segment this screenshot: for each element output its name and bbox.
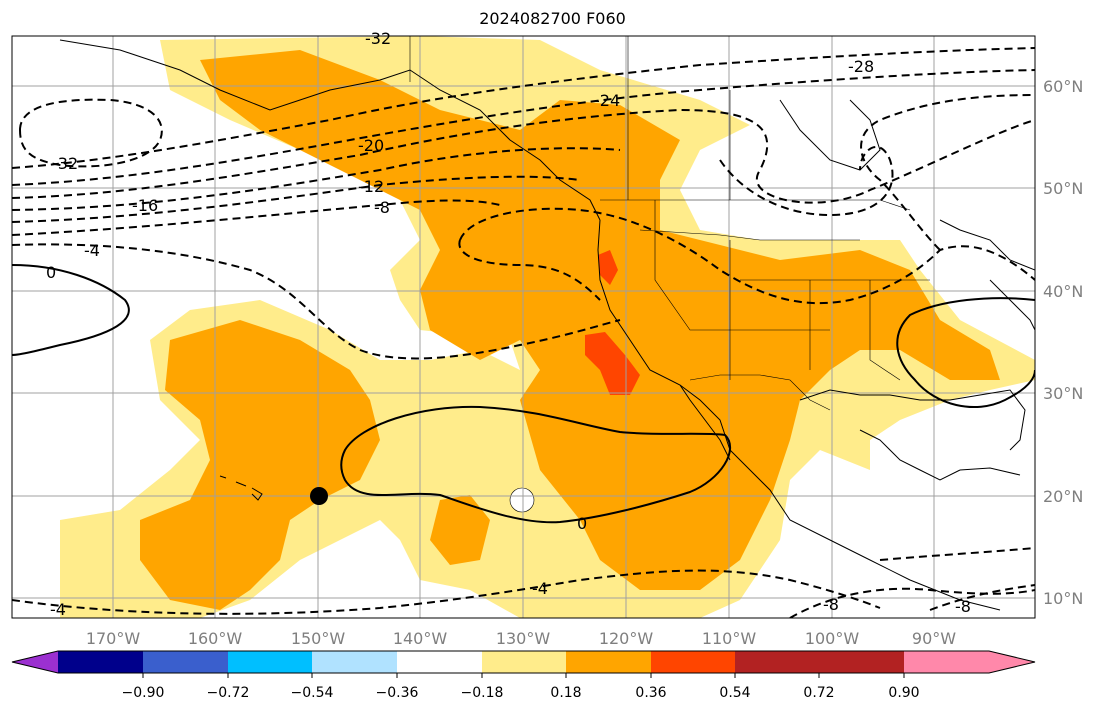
colorbar-segment bbox=[566, 651, 651, 673]
border-states-2 bbox=[654, 200, 830, 331]
shade-hole bbox=[509, 487, 535, 513]
colorbar: −0.90 −0.72 −0.54 −0.36 −0.18 0.18 0.36 … bbox=[11, 650, 1036, 701]
border-states-1 bbox=[639, 229, 860, 241]
contour-label: -16 bbox=[132, 196, 158, 215]
contour-label: -12 bbox=[358, 177, 384, 196]
border-us-mexico bbox=[689, 374, 831, 411]
colorbar-extend-low bbox=[12, 651, 58, 673]
coast-hudson bbox=[779, 99, 881, 171]
contour-zero-central bbox=[340, 405, 731, 524]
contour-label-group: -32 -28 -24 -20 -32 -16 -12 -8 -4 0 0 -4… bbox=[46, 29, 971, 619]
colorbar-tick: −0.18 bbox=[461, 685, 504, 701]
coast-baja bbox=[679, 384, 731, 461]
lon-label: 170°W bbox=[86, 629, 141, 648]
colorbar-tick: −0.90 bbox=[122, 685, 165, 701]
lat-label: 40°N bbox=[1043, 282, 1083, 301]
lon-axis-labels: 170°W 160°W 150°W 140°W 130°W 120°W 110°… bbox=[86, 629, 956, 648]
contour-label: -24 bbox=[594, 91, 620, 110]
colorbar-segment bbox=[143, 651, 228, 673]
contour-zero-west bbox=[12, 264, 130, 356]
colorbar-tick: 0.90 bbox=[888, 685, 919, 701]
coast-alaska bbox=[59, 39, 601, 221]
coast-cuba bbox=[959, 467, 1021, 476]
colorbar-segment bbox=[735, 651, 819, 673]
colorbar-tick: 0.72 bbox=[803, 685, 834, 701]
contour-label: -8 bbox=[823, 595, 839, 614]
gridlines bbox=[12, 36, 1035, 618]
coast-gulf bbox=[799, 389, 1026, 451]
shaded-field bbox=[60, 36, 1035, 618]
contour-label: -32 bbox=[52, 154, 78, 173]
borders bbox=[409, 36, 930, 411]
coast-greatlakes bbox=[939, 219, 1035, 271]
colorbar-tick: 0.18 bbox=[550, 685, 581, 701]
lat-label: 30°N bbox=[1043, 384, 1083, 403]
shade-red-1 bbox=[598, 250, 618, 285]
colorbar-outline bbox=[11, 650, 1036, 674]
border-canada-us bbox=[600, 199, 911, 211]
lat-label: 50°N bbox=[1043, 179, 1083, 198]
lon-label: 140°W bbox=[393, 629, 448, 648]
lon-label: 120°W bbox=[599, 629, 654, 648]
colorbar-segment bbox=[651, 651, 735, 673]
lat-label: 60°N bbox=[1043, 77, 1083, 96]
colorbar-segment bbox=[819, 651, 904, 673]
coast-yucatan bbox=[859, 429, 961, 481]
shade-orange-small bbox=[430, 495, 490, 565]
contour-label: -28 bbox=[848, 57, 874, 76]
contour-label: 0 bbox=[46, 263, 56, 282]
contour-label: -8 bbox=[374, 198, 390, 217]
hawaii-islands bbox=[219, 475, 263, 501]
location-marker bbox=[310, 487, 328, 505]
colorbar-segment bbox=[397, 651, 482, 673]
contour-neg8-east bbox=[860, 94, 1035, 251]
contour-neg4-ring bbox=[459, 207, 1035, 305]
contour-label: -4 bbox=[84, 241, 100, 260]
colorbar-segment bbox=[312, 651, 397, 673]
colorbar-tick: −0.36 bbox=[376, 685, 419, 701]
colorbar-segment bbox=[482, 651, 566, 673]
lon-label: 90°W bbox=[912, 629, 956, 648]
contour-label: 0 bbox=[577, 514, 587, 533]
colorbar-tick: −0.72 bbox=[207, 685, 250, 701]
lon-label: 110°W bbox=[702, 629, 757, 648]
colorbar-tick: −0.54 bbox=[291, 685, 334, 701]
lon-label: 100°W bbox=[805, 629, 860, 648]
lat-label: 10°N bbox=[1043, 589, 1083, 608]
contour-m4-south bbox=[12, 243, 621, 360]
contour-label: -8 bbox=[955, 597, 971, 616]
lon-label: 130°W bbox=[496, 629, 551, 648]
colorbar-segment bbox=[58, 651, 143, 673]
colorbar-tick: 0.54 bbox=[719, 685, 750, 701]
coast-east bbox=[989, 279, 1035, 331]
contours-zero bbox=[12, 264, 1035, 524]
lon-label: 150°W bbox=[291, 629, 346, 648]
contours-dashed bbox=[12, 47, 1035, 618]
contour-label: -4 bbox=[532, 579, 548, 598]
contour-label: -20 bbox=[358, 136, 384, 155]
border-states-5 bbox=[869, 280, 901, 381]
colorbar-tick: 0.36 bbox=[635, 685, 666, 701]
colorbar-extend-high bbox=[904, 651, 1035, 673]
lat-label: 20°N bbox=[1043, 487, 1083, 506]
lat-axis-labels: 60°N 50°N 40°N 30°N 20°N 10°N bbox=[1043, 77, 1083, 608]
contour-zero-east bbox=[896, 297, 1035, 408]
map-frame bbox=[11, 35, 1036, 619]
contour-label: -32 bbox=[365, 29, 391, 48]
map-title: 2024082700 F060 bbox=[479, 9, 626, 28]
contour-m4-sw bbox=[12, 569, 881, 615]
colorbar-segment bbox=[228, 651, 312, 673]
contour-m8-se bbox=[789, 587, 1035, 618]
contour-label: -4 bbox=[50, 600, 66, 619]
lon-label: 160°W bbox=[188, 629, 243, 648]
shade-orange bbox=[200, 50, 1000, 590]
contour-low-ak bbox=[18, 98, 163, 168]
